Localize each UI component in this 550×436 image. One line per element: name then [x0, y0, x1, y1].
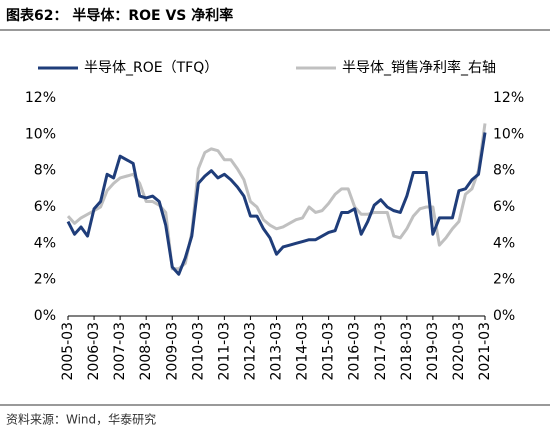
x-tick-label: 2019-03	[425, 322, 441, 381]
y-tick-label: 4%	[34, 235, 56, 251]
y2-tick-label: 4%	[493, 235, 515, 251]
x-tick-label: 2018-03	[399, 322, 415, 381]
x-tick-label: 2012-03	[242, 322, 258, 381]
y-tick-label: 10%	[25, 126, 56, 142]
x-tick-label: 2013-03	[269, 322, 285, 381]
y2-tick-label: 2%	[493, 272, 515, 288]
chart-title: 图表62： 半导体：ROE VS 净利率	[6, 7, 233, 24]
x-tick-label: 2011-03	[216, 322, 232, 381]
x-tick-label: 2009-03	[164, 322, 180, 381]
y-tick-label: 8%	[34, 163, 56, 179]
legend-label: 半导体_销售净利率_右轴	[342, 59, 496, 76]
y-tick-label: 0%	[34, 308, 56, 324]
x-tick-label: 2015-03	[321, 322, 337, 381]
y-tick-label: 2%	[34, 272, 56, 288]
x-tick-label: 2017-03	[373, 322, 389, 381]
y2-tick-label: 8%	[493, 163, 515, 179]
y2-tick-label: 0%	[493, 308, 515, 324]
x-tick-label: 2010-03	[190, 322, 206, 381]
y-tick-label: 6%	[34, 199, 56, 215]
source: 资料来源：Wind，华泰研究	[6, 412, 156, 427]
x-tick-label: 2006-03	[86, 322, 102, 381]
x-tick-label: 2007-03	[112, 322, 128, 381]
x-tick-label: 2005-03	[60, 322, 76, 381]
y-tick-label: 12%	[25, 90, 56, 106]
y2-tick-label: 6%	[493, 199, 515, 215]
x-tick-label: 2014-03	[295, 322, 311, 381]
x-tick-label: 2020-03	[451, 322, 467, 381]
y2-tick-label: 10%	[493, 126, 524, 142]
x-tick-label: 2016-03	[347, 322, 363, 381]
legend-label: 半导体_ROE（TFQ）	[84, 60, 218, 76]
series-line	[66, 132, 487, 276]
x-tick-label: 2008-03	[138, 322, 154, 381]
x-tick-label: 2021-03	[477, 322, 493, 381]
y2-tick-label: 12%	[493, 90, 524, 106]
